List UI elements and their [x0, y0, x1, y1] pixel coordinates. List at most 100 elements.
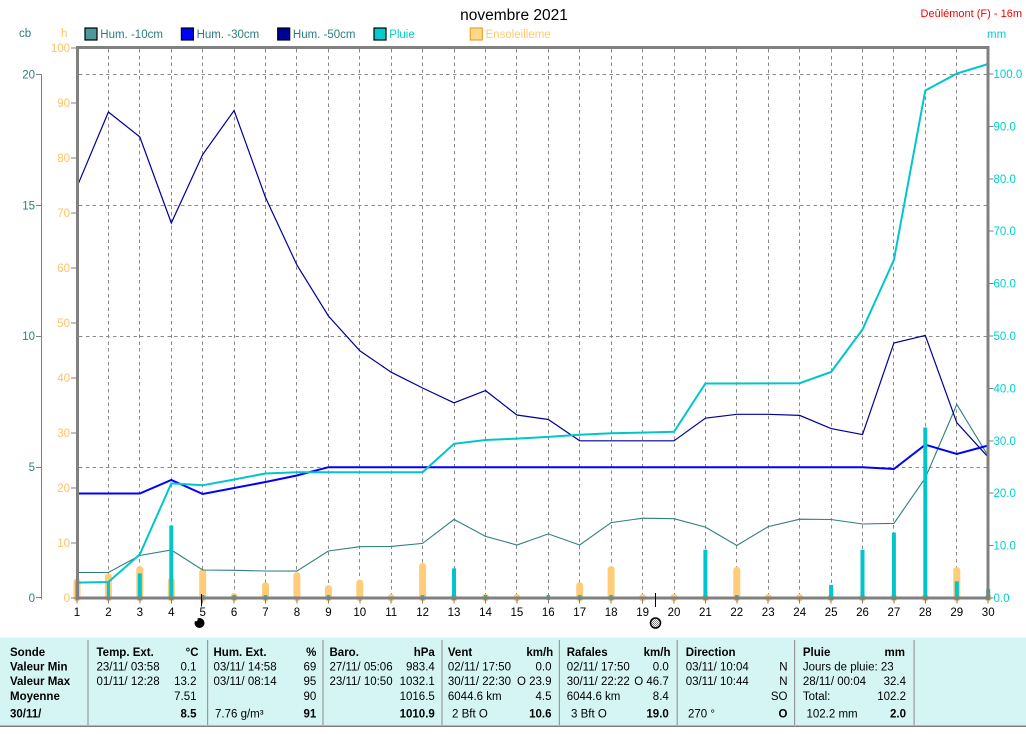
svg-text:0: 0	[29, 593, 35, 605]
svg-text:270 °: 270 °	[688, 709, 715, 721]
svg-text:20: 20	[57, 483, 70, 495]
svg-text:14: 14	[479, 607, 492, 619]
svg-text:Jours de pluie: 23: Jours de pluie: 23	[803, 662, 894, 674]
svg-text:27/11/ 05:06: 27/11/ 05:06	[330, 662, 393, 674]
svg-text:23/11/ 03:58: 23/11/ 03:58	[97, 662, 160, 674]
svg-text:22: 22	[730, 607, 743, 619]
svg-text:7: 7	[262, 607, 268, 619]
svg-text:16: 16	[542, 607, 555, 619]
svg-text:Hum. -30cm: Hum. -30cm	[197, 29, 260, 41]
svg-text:Hum. -10cm: Hum. -10cm	[100, 29, 163, 41]
svg-text:O 23.9: O 23.9	[517, 676, 552, 688]
svg-text:Direction: Direction	[686, 647, 736, 659]
svg-text:32.4: 32.4	[884, 676, 907, 688]
svg-text:30/11/: 30/11/	[10, 709, 42, 721]
svg-text:6: 6	[231, 607, 237, 619]
svg-text:km/h: km/h	[644, 647, 671, 659]
svg-text:03/11/ 08:14: 03/11/ 08:14	[214, 676, 278, 688]
svg-text:27: 27	[888, 607, 901, 619]
svg-text:15: 15	[22, 200, 35, 212]
svg-text:Total:: Total:	[803, 691, 831, 703]
svg-text:°C: °C	[186, 647, 199, 659]
svg-text:50.0: 50.0	[994, 331, 1016, 343]
svg-text:30/11/ 22:30: 30/11/ 22:30	[448, 676, 511, 688]
svg-text:03/11/ 10:04: 03/11/ 10:04	[686, 662, 750, 674]
svg-text:20.0: 20.0	[994, 488, 1016, 500]
svg-text:Sonde: Sonde	[10, 647, 45, 659]
svg-text:100.0: 100.0	[994, 69, 1023, 81]
svg-text:4: 4	[168, 607, 175, 619]
svg-text:mm: mm	[885, 647, 905, 659]
svg-text:Temp. Ext.: Temp. Ext.	[97, 647, 154, 659]
svg-text:0: 0	[64, 593, 70, 605]
svg-text:18: 18	[605, 607, 618, 619]
svg-text:80.0: 80.0	[994, 174, 1016, 186]
svg-text:%: %	[306, 647, 316, 659]
svg-text:SO: SO	[771, 691, 788, 703]
svg-text:21: 21	[699, 607, 712, 619]
svg-text:60.0: 60.0	[994, 279, 1016, 291]
svg-text:4.5: 4.5	[536, 691, 552, 703]
svg-text:100: 100	[51, 43, 70, 55]
svg-text:5: 5	[199, 607, 205, 619]
svg-text:3: 3	[137, 607, 143, 619]
svg-text:Deûlémont (F) - 16m: Deûlémont (F) - 16m	[921, 8, 1022, 20]
svg-text:23/11/ 10:50: 23/11/ 10:50	[330, 676, 393, 688]
svg-text:Hum. Ext.: Hum. Ext.	[214, 647, 267, 659]
svg-text:02/11/ 17:50: 02/11/ 17:50	[567, 662, 630, 674]
svg-text:30: 30	[982, 607, 995, 619]
svg-text:60: 60	[57, 263, 70, 275]
svg-text:40.0: 40.0	[994, 383, 1016, 395]
svg-text:Hum. -50cm: Hum. -50cm	[293, 29, 356, 41]
svg-text:10.0: 10.0	[994, 541, 1016, 553]
svg-text:01/11/ 12:28: 01/11/ 12:28	[97, 676, 160, 688]
svg-text:Ensoleilleme: Ensoleilleme	[486, 29, 551, 41]
svg-text:0.0: 0.0	[653, 662, 669, 674]
svg-text:Rafales: Rafales	[567, 647, 608, 659]
svg-text:03/11/ 10:44: 03/11/ 10:44	[686, 676, 750, 688]
svg-text:Baro.: Baro.	[330, 647, 359, 659]
svg-text:24: 24	[793, 607, 806, 619]
svg-text:Pluie: Pluie	[389, 29, 415, 41]
svg-text:mm: mm	[987, 29, 1006, 41]
svg-text:7.76 g/m³: 7.76 g/m³	[215, 709, 264, 721]
svg-text:03/11/ 14:58: 03/11/ 14:58	[214, 662, 277, 674]
svg-text:80: 80	[57, 153, 70, 165]
svg-text:10.6: 10.6	[529, 709, 551, 721]
svg-text:8.5: 8.5	[181, 709, 198, 721]
svg-text:10: 10	[22, 331, 35, 343]
svg-text:91: 91	[304, 709, 317, 721]
svg-text:20: 20	[22, 69, 35, 81]
svg-text:6044.6 km: 6044.6 km	[448, 691, 502, 703]
svg-text:7.51: 7.51	[174, 691, 196, 703]
svg-text:Valeur Max: Valeur Max	[10, 676, 71, 688]
svg-text:Pluie: Pluie	[803, 647, 830, 659]
svg-text:102.2: 102.2	[877, 691, 906, 703]
svg-text:0.1: 0.1	[181, 662, 197, 674]
svg-text:70.0: 70.0	[994, 226, 1016, 238]
svg-text:90: 90	[57, 98, 70, 110]
svg-text:983.4: 983.4	[406, 662, 435, 674]
svg-text:30/11/ 22:22: 30/11/ 22:22	[567, 676, 630, 688]
svg-text:Vent: Vent	[448, 647, 472, 659]
svg-text:28/11/ 00:04: 28/11/ 00:04	[803, 676, 867, 688]
svg-text:11: 11	[385, 607, 397, 619]
svg-text:30: 30	[57, 428, 70, 440]
svg-text:O: O	[779, 709, 788, 721]
svg-text:17: 17	[573, 607, 586, 619]
svg-text:30.0: 30.0	[994, 436, 1016, 448]
svg-text:1010.9: 1010.9	[400, 709, 435, 721]
svg-text:5: 5	[29, 462, 35, 474]
svg-text:3 Bft O: 3 Bft O	[571, 709, 607, 721]
svg-text:02/11/ 17:50: 02/11/ 17:50	[448, 662, 511, 674]
svg-text:102.2 mm: 102.2 mm	[807, 709, 858, 721]
svg-text:N: N	[779, 662, 787, 674]
svg-text:novembre 2021: novembre 2021	[460, 7, 568, 24]
svg-text:cb: cb	[19, 28, 31, 40]
svg-text:8: 8	[294, 607, 300, 619]
svg-text:29: 29	[950, 607, 963, 619]
svg-text:1016.5: 1016.5	[400, 691, 435, 703]
svg-text:N: N	[779, 676, 787, 688]
svg-text:15: 15	[511, 607, 524, 619]
svg-text:6044.6 km: 6044.6 km	[567, 691, 621, 703]
